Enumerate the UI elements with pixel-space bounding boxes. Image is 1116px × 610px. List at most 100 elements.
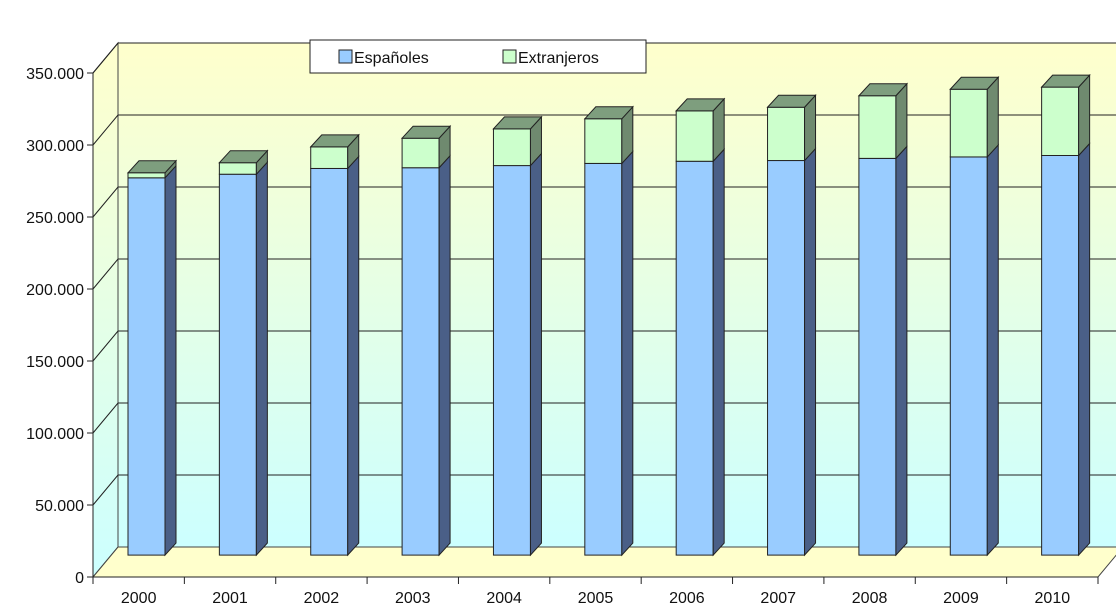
bar-front [675,160,714,556]
bar-espanoles-2008 [858,145,908,557]
y-tick-label: 0 [75,570,84,587]
bar-espanoles-2010 [1041,142,1091,557]
bar-side [255,160,268,557]
bar-extranjeros-2003 [400,124,452,170]
x-tick-label: 2001 [212,590,248,607]
bar-front [1041,155,1080,556]
bar-side [804,147,817,557]
x-axis-tick-labels: 2000 2001 2002 2003 2004 2005 2006 2007 2008 2009… [121,590,1070,607]
x-tick-label: 2002 [304,590,340,607]
bar-extranjeros-2005 [583,105,634,165]
bar-top [766,94,817,108]
bar-front [584,118,623,164]
x-tick-label: 2007 [760,590,796,607]
bar-extranjeros-2008 [857,82,909,160]
bar-front [492,128,531,167]
legend: Españoles Extranjeros [309,39,647,74]
bar-extranjeros-2007 [766,93,817,162]
y-tick-label: 50.000 [35,498,84,515]
bars [126,73,1091,557]
bar-extranjeros-2010 [1040,73,1091,157]
bar-side [529,152,542,557]
bar-espanoles-2009 [949,143,999,557]
legend-label-extranjeros: Extranjeros [518,50,599,67]
y-axis-tick-labels: 0 50.000 100.000 150.000 200.000 250.000 300.0… [26,66,84,587]
bar-espanoles-2002 [310,155,360,557]
bar-front [949,88,988,158]
bar-side [895,145,908,557]
bar-side [712,147,725,557]
y-tick-label: 100.000 [26,426,84,443]
bar-side [1078,73,1091,157]
legend-swatch-espanoles [338,49,353,64]
gridline [92,42,1116,74]
bar-top [949,76,1000,90]
bar-front [767,160,806,556]
bar-front [949,156,988,556]
bar-side [438,154,451,557]
bar-espanoles-2003 [401,154,451,557]
bar-top [400,125,452,139]
y-tick-label: 300.000 [26,138,84,155]
bar-top [492,116,543,130]
x-tick-label: 2000 [121,590,157,607]
bar-extranjeros-2004 [492,115,543,167]
bar-espanoles-2005 [584,150,634,557]
bar-side [986,143,999,557]
x-tick-label: 2004 [486,590,522,607]
bar-espanoles-2006 [675,147,725,557]
bar-top [1040,74,1091,88]
bar-front [127,172,166,179]
y-tick-label: 200.000 [26,282,84,299]
legend-swatch-extranjeros [502,49,517,64]
y-tick-label: 150.000 [26,354,84,371]
bar-top [126,160,178,174]
bar-front [584,162,623,556]
bar-front [858,95,897,159]
bar-front [1041,86,1080,156]
bar-front [675,110,714,162]
bar-top [309,134,360,148]
bar-front [218,162,257,175]
y-tick-label: 350.000 [26,66,84,83]
bar-espanoles-2000 [127,164,177,557]
bar-espanoles-2001 [218,160,268,557]
y-tick-label: 250.000 [26,210,84,227]
bar-top [857,83,909,97]
x-tick-label: 2008 [852,590,888,607]
bar-top [583,106,634,120]
x-tick-label: 2003 [395,590,431,607]
bar-front [858,157,897,556]
bar-extranjeros-2001 [218,149,269,176]
bar-front [310,167,349,556]
bar-front [127,177,166,556]
bar-side [164,164,177,557]
bar-front [767,106,806,162]
bar-front [492,165,531,556]
x-tick-label: 2005 [578,590,614,607]
bar-side [895,82,908,160]
bar-front [218,173,257,556]
bar-top [218,150,269,164]
bar-extranjeros-2000 [126,159,178,180]
x-tick-label: 2006 [669,590,705,607]
x-tick-label: 2009 [943,590,979,607]
bar-side [621,150,634,557]
bar-front [401,137,440,169]
bar-front [401,167,440,556]
x-tick-label: 2010 [1035,590,1071,607]
bar-top [675,98,726,112]
side-wall [92,41,119,579]
bar-espanoles-2007 [767,147,817,557]
bar-side [986,75,999,159]
bar-espanoles-2004 [492,152,542,557]
legend-box [309,39,647,74]
axes [87,72,1099,584]
bar-extranjeros-2002 [309,133,360,170]
bar-extranjeros-2006 [675,97,726,163]
bar-front [310,146,349,169]
bar-side [1078,142,1091,557]
bar-extranjeros-2009 [949,75,1000,159]
bar-side [347,155,360,557]
